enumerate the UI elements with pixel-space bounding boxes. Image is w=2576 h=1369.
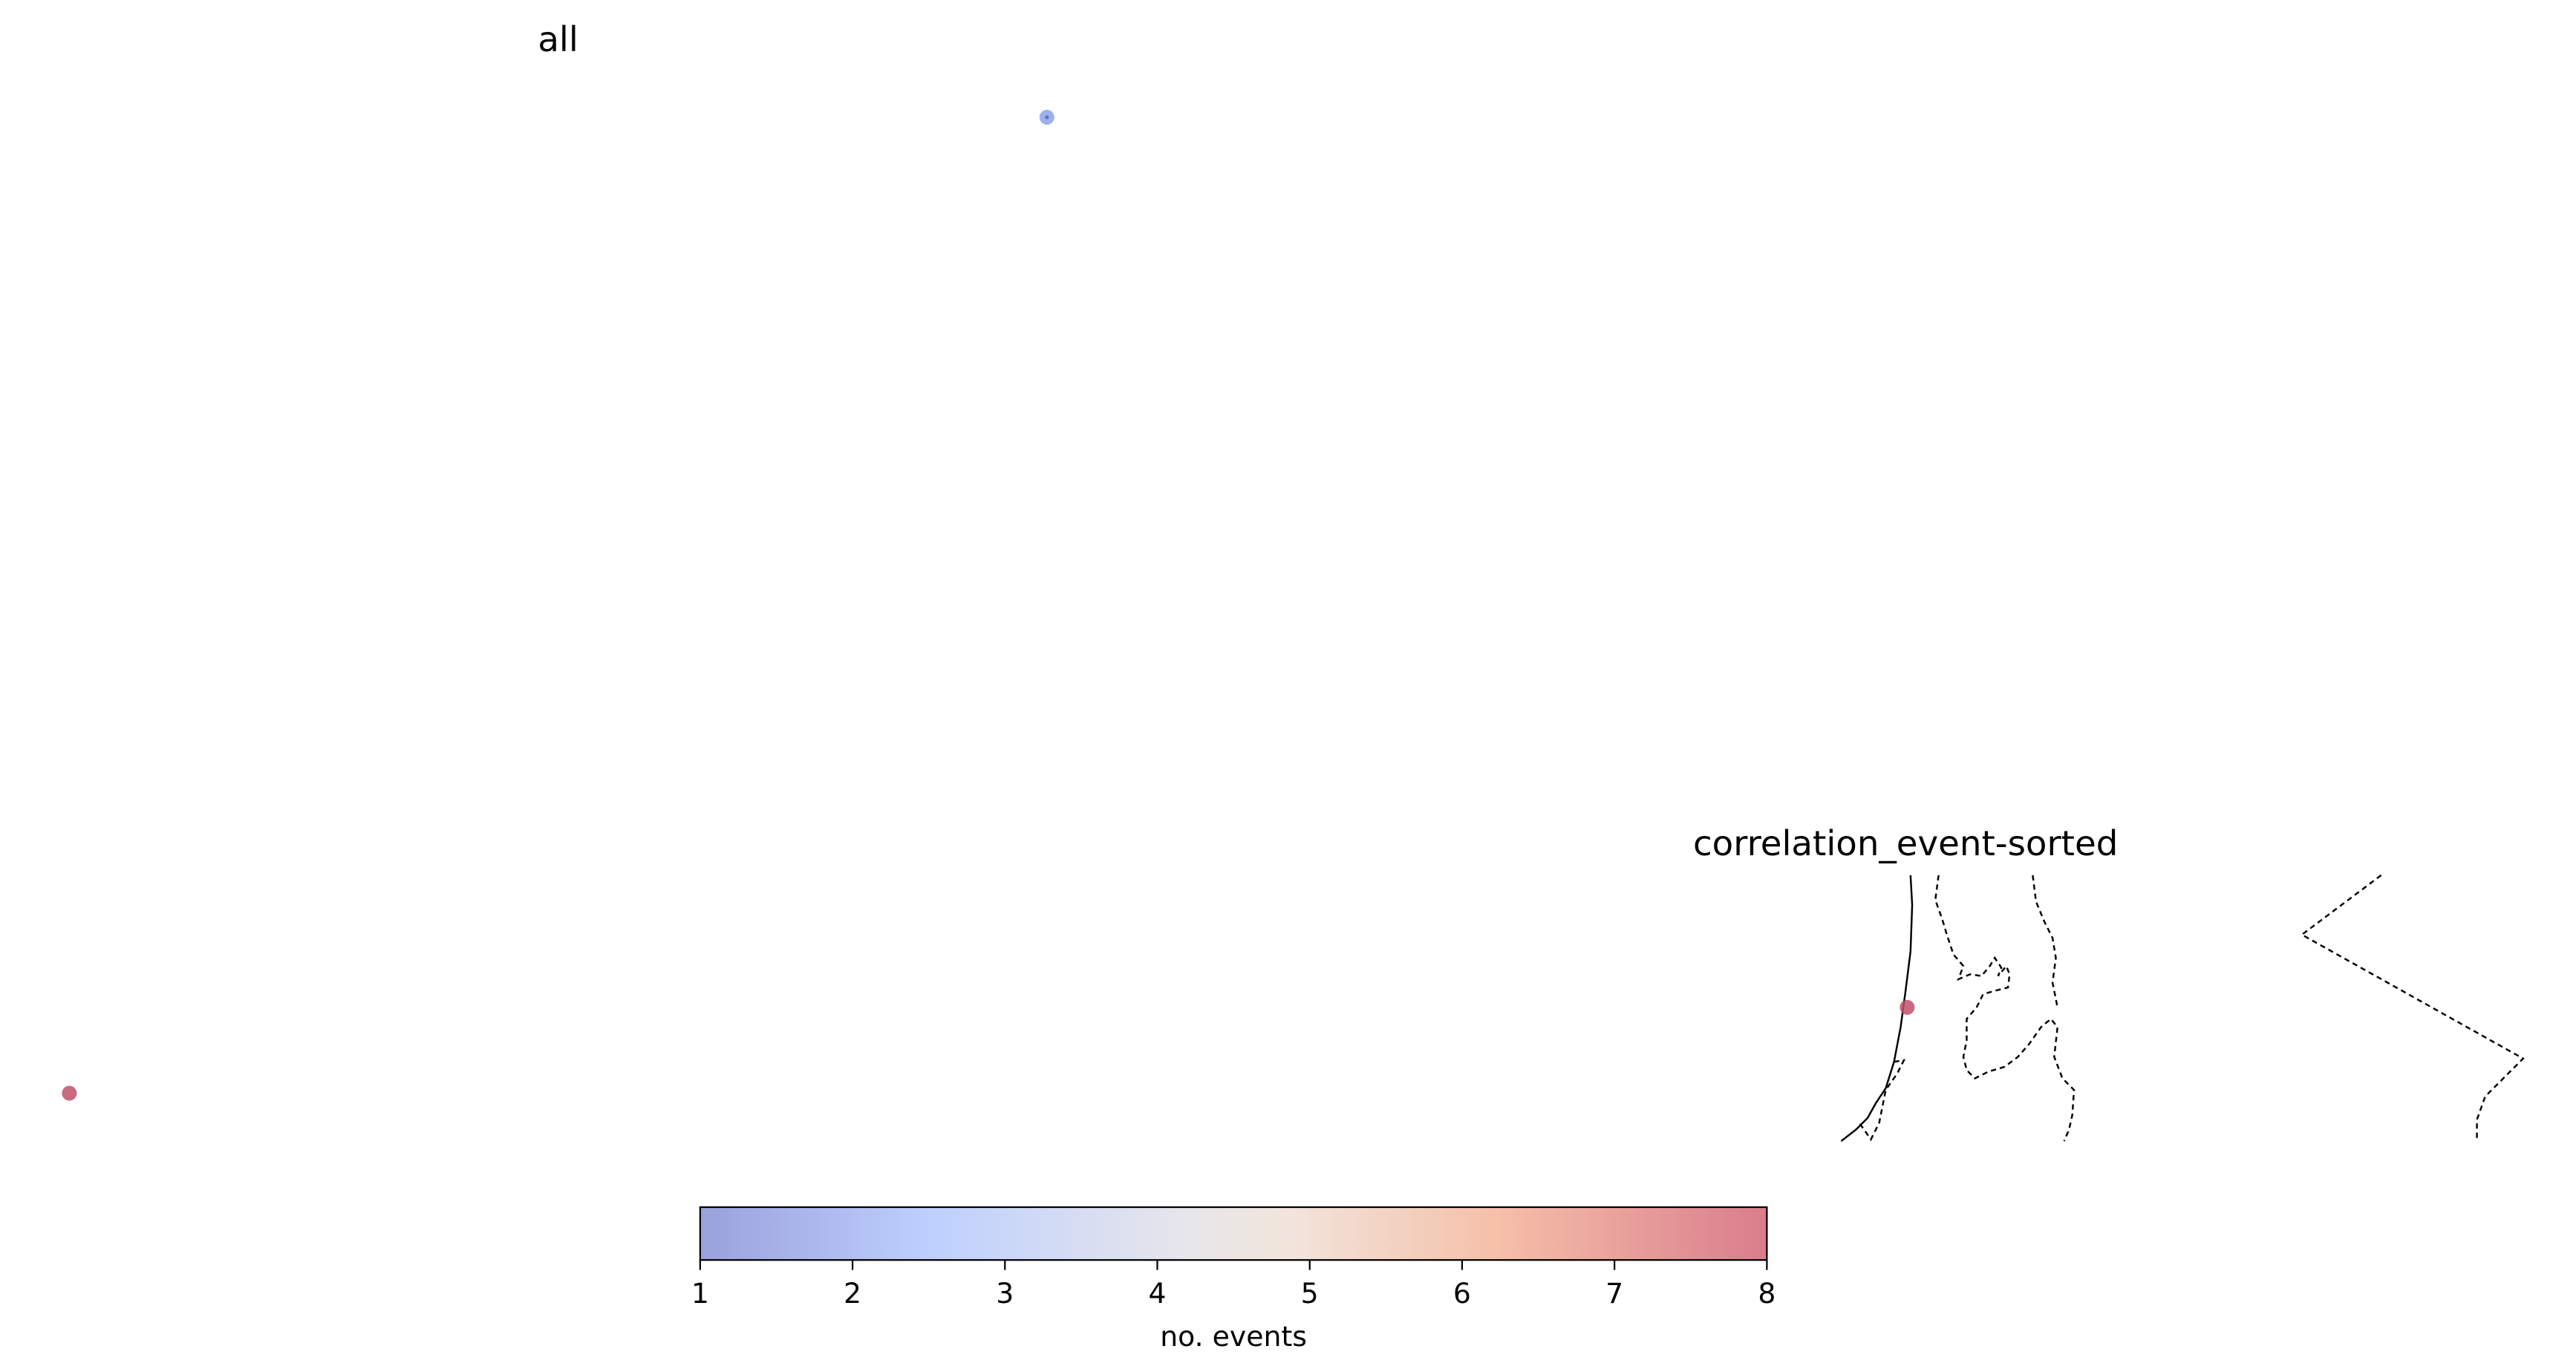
- colorbar: 1 2 3 4 5 6 7 8 no. events: [691, 1206, 1776, 1353]
- colorbar-tick-label: 8: [1758, 1277, 1776, 1310]
- colorbar-tick-label: 5: [1301, 1277, 1319, 1310]
- colorbar-tick-label: 3: [996, 1277, 1014, 1310]
- colorbar-tick-label: 4: [1148, 1277, 1166, 1310]
- colorbar-gradient: [699, 1206, 1768, 1261]
- colorbar-label: no. events: [1160, 1320, 1307, 1353]
- colorbar-tick-label: 2: [844, 1277, 861, 1310]
- border-line: [1934, 875, 2076, 1142]
- border-line: [1858, 1059, 1906, 1142]
- colorbar-tick-label: 7: [1605, 1277, 1623, 1310]
- event-marker: [1900, 999, 1915, 1015]
- colorbar-tick-label: 6: [1453, 1277, 1471, 1310]
- event-marker: [62, 1085, 77, 1101]
- map-panel-all: all: [62, 20, 1054, 1101]
- colorbar-ticks: 1 2 3 4 5 6 7 8: [691, 1260, 1776, 1310]
- map-panel-correlation: correlation_event-sorted: [1693, 824, 2525, 1143]
- panel-title-all: all: [538, 20, 578, 60]
- border-line: [2032, 875, 2058, 1008]
- colorbar-tick-label: 1: [691, 1277, 709, 1310]
- event-marker: [1039, 109, 1054, 125]
- panel-title-correlation: correlation_event-sorted: [1693, 824, 2118, 864]
- border-line: [2300, 874, 2525, 1142]
